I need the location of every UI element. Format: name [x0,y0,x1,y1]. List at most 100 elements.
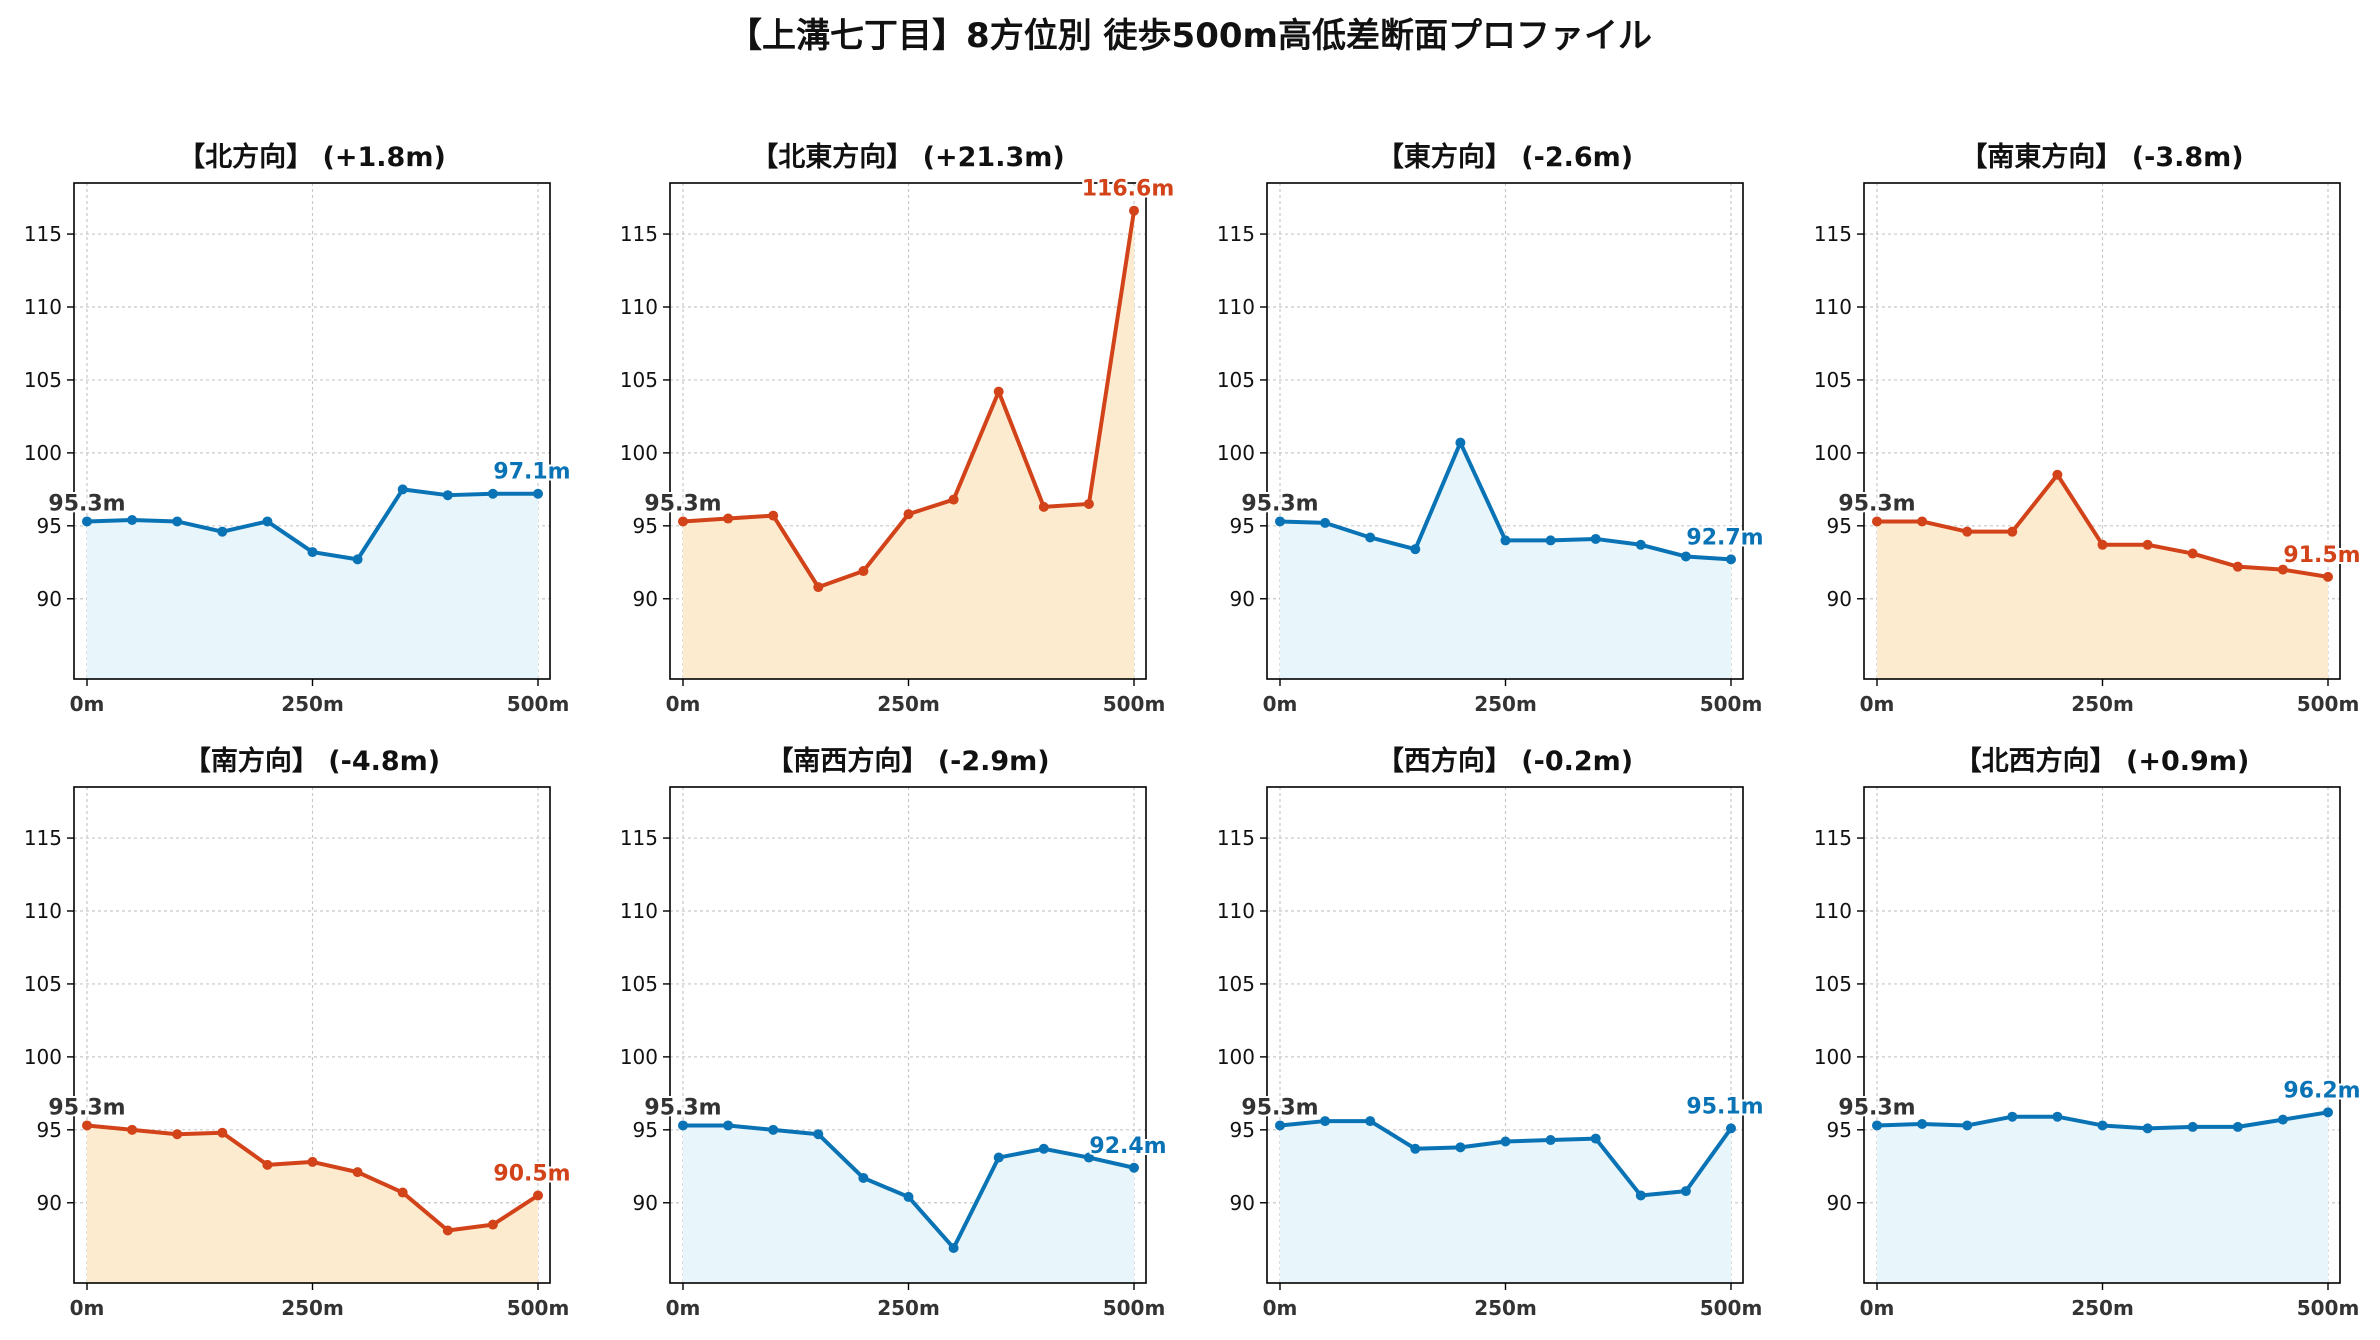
data-point [2097,539,2108,550]
y-tick-label: 100 [1814,441,1852,465]
data-point [678,516,688,527]
data-point [1275,1120,1285,1131]
data-point [1726,1123,1736,1134]
end-value-label: 92.4m [1089,1134,1166,1159]
data-point [1129,205,1139,216]
series-area [1280,1121,1731,1283]
y-tick-label: 115 [24,222,62,246]
series-area [87,489,538,679]
data-point [1635,539,1646,550]
y-tick-label: 110 [1814,295,1852,319]
y-tick-label: 100 [620,1045,658,1069]
chart-title: 【東方向】 (-2.6m) [1377,141,1633,173]
data-point [1275,516,1285,527]
y-tick-label: 115 [24,826,62,850]
data-point [2052,1111,2063,1122]
data-point [487,488,498,499]
y-tick-label: 95 [633,1118,658,1142]
data-point [993,1152,1004,1163]
data-point [903,509,914,520]
y-tick-label: 110 [24,295,62,319]
x-tick-label: 0m [1860,1296,1895,1320]
chart-title: 【北東方向】 (+21.3m) [751,141,1064,173]
series-area [1877,474,2328,679]
data-point [1038,1143,1049,1154]
start-value-label: 95.3m [644,491,721,516]
y-tick-label: 105 [1217,972,1255,996]
data-point [2277,1114,2288,1125]
x-tick-label: 250m [1474,692,1537,716]
y-tick-label: 95 [1827,514,1852,538]
y-tick-label: 90 [633,587,658,611]
data-point [813,582,824,593]
data-point [1590,533,1601,544]
x-tick-label: 0m [70,1296,105,1320]
chart-title: 【南方向】 (-4.8m) [184,745,440,777]
y-tick-label: 95 [1827,1118,1852,1142]
y-tick-label: 100 [24,1045,62,1069]
y-tick-label: 90 [1827,1191,1852,1215]
chart-panel-2: 【東方向】 (-2.6m) 90 95 100 105 110 115 0m 250m 500m 9… [1217,141,1766,716]
data-point [82,1120,92,1131]
data-point [262,1159,273,1170]
x-tick-label: 0m [666,692,701,716]
data-point [813,1129,824,1140]
data-point [1410,544,1421,555]
y-tick-label: 110 [1217,295,1255,319]
series-area [1877,1112,2328,1283]
data-point [768,1124,779,1135]
data-point [352,1167,363,1178]
chart-panel-1: 【北東方向】 (+21.3m) 90 95 100 105 110 115 0m 250m 500… [620,141,1176,716]
chart-title: 【西方向】 (-0.2m) [1377,745,1633,777]
x-tick-label: 250m [2071,692,2134,716]
y-tick-label: 100 [1217,1045,1255,1069]
data-point [397,484,408,495]
y-tick-label: 105 [1814,972,1852,996]
series-area [683,1125,1134,1283]
data-point [1545,1135,1556,1146]
data-point [1545,535,1556,546]
y-tick-label: 115 [1814,826,1852,850]
y-tick-label: 90 [1827,587,1852,611]
series-area [87,1125,538,1283]
data-point [1365,1116,1376,1127]
x-tick-label: 0m [1263,1296,1298,1320]
data-point [307,1156,318,1167]
data-point [1500,1136,1511,1147]
data-point [2142,539,2153,550]
data-point [172,516,183,527]
data-point [1635,1190,1646,1201]
y-tick-label: 110 [620,899,658,923]
data-point [2187,1121,2198,1132]
y-tick-label: 100 [24,441,62,465]
data-point [1410,1143,1421,1154]
y-tick-label: 115 [1814,222,1852,246]
end-value-label: 96.2m [2283,1078,2360,1103]
x-tick-label: 500m [1700,1296,1763,1320]
y-tick-label: 95 [1230,1118,1255,1142]
chart-title: 【北方向】 (+1.8m) [178,141,446,173]
data-point [487,1219,498,1230]
data-point [442,490,453,501]
data-point [2187,548,2198,559]
y-tick-label: 95 [633,514,658,538]
y-tick-label: 105 [24,972,62,996]
data-point [1917,516,1928,527]
x-tick-label: 500m [1103,1296,1166,1320]
data-point [1083,1152,1094,1163]
y-tick-label: 105 [620,972,658,996]
data-point [2323,571,2333,582]
data-point [948,494,959,505]
data-point [442,1225,453,1236]
y-tick-label: 110 [24,899,62,923]
data-point [1726,554,1736,565]
x-tick-label: 500m [1700,692,1763,716]
y-tick-label: 95 [1230,514,1255,538]
y-tick-label: 115 [1217,826,1255,850]
data-point [993,386,1004,397]
data-point [1365,532,1376,543]
y-tick-label: 105 [24,368,62,392]
start-value-label: 95.3m [1838,491,1915,516]
data-point [2097,1120,2108,1131]
